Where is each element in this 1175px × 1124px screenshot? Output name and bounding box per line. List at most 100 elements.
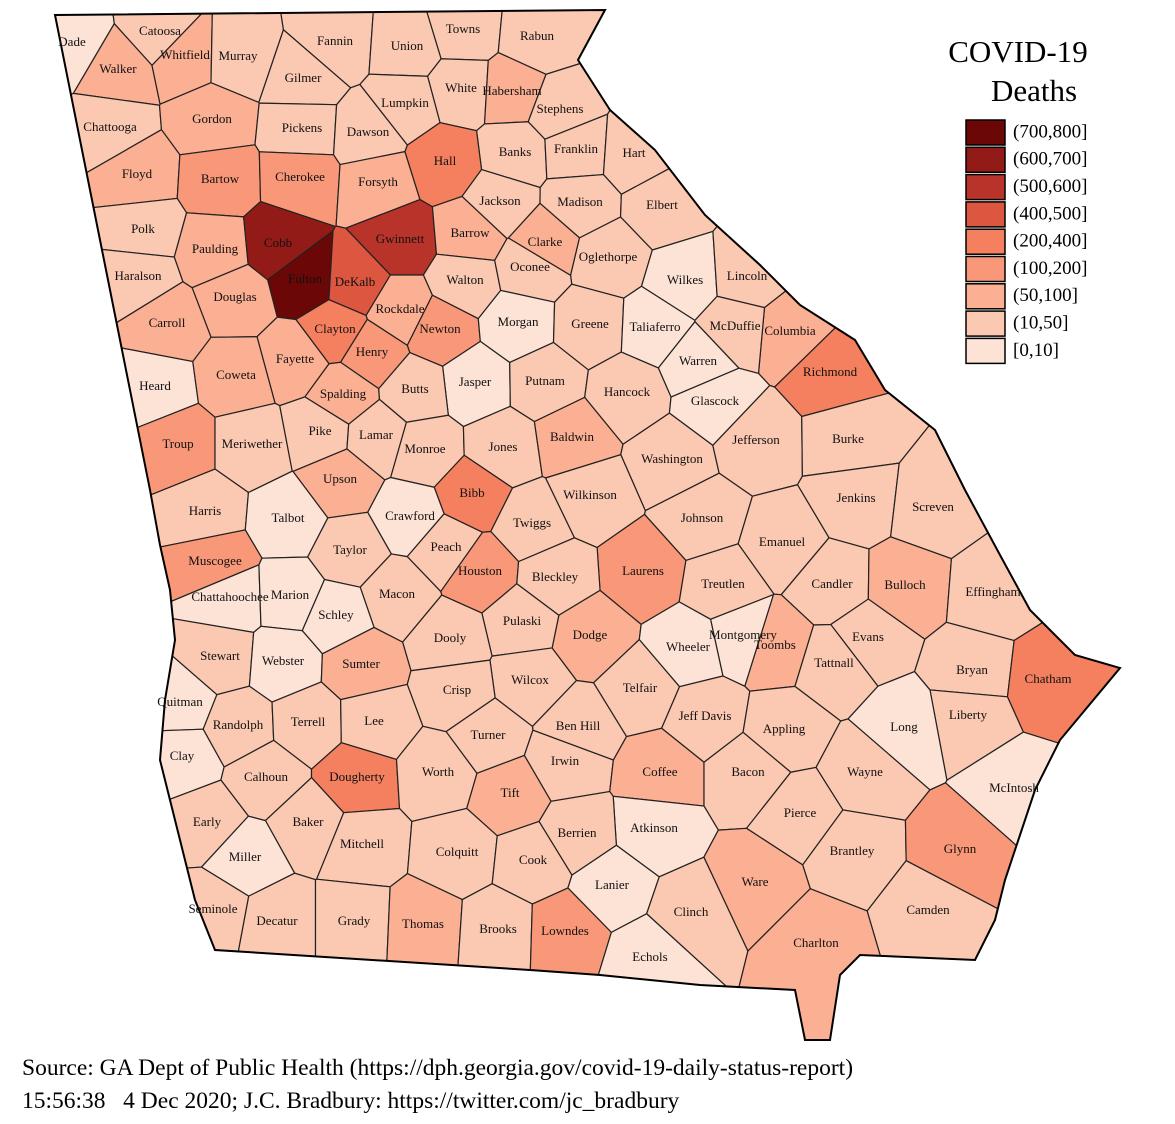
legend-swatch	[965, 173, 1006, 201]
source-line: 15:56:38 4 Dec 2020; J.C. Bradbury: http…	[22, 1088, 680, 1114]
county-label: Toombs	[754, 637, 796, 652]
counties	[53, 8, 1122, 1041]
county-label: Taylor	[333, 542, 367, 557]
county-label: Muscogee	[188, 553, 242, 568]
county-label: Coffee	[642, 764, 677, 779]
county-label: Gordon	[192, 111, 232, 126]
county-label: Lowndes	[541, 923, 589, 938]
county-label: Murray	[219, 48, 258, 63]
county-label: Pickens	[282, 120, 322, 135]
county-label: Jefferson	[732, 432, 780, 447]
county-label: Turner	[471, 727, 507, 742]
legend-swatch	[965, 146, 1006, 174]
county-label: Spalding	[320, 386, 367, 401]
county-label: Echols	[632, 949, 667, 964]
county-label: Forsyth	[358, 174, 398, 189]
county-label: Towns	[446, 21, 480, 36]
county-label: Colquitt	[436, 844, 479, 859]
county-label: Burke	[832, 431, 864, 446]
county-label: Pulaski	[503, 613, 542, 628]
county-label: Lee	[364, 713, 384, 728]
county-label: Evans	[852, 629, 884, 644]
county-label: Chattahoochee	[191, 589, 268, 604]
county-label: Emanuel	[759, 534, 806, 549]
source-line: Source: GA Dept of Public Health (https:…	[22, 1055, 853, 1081]
county-label: Twiggs	[513, 515, 551, 530]
county-label: Seminole	[188, 901, 237, 916]
county-label: Ware	[741, 874, 768, 889]
legend-swatch	[965, 201, 1006, 228]
county-label: Macon	[379, 586, 416, 601]
county-label: Tift	[500, 785, 519, 800]
county-label: Screven	[912, 499, 954, 514]
county-labels: Dade Catoosa Walker Whitfield Murray Fannin Un…	[58, 21, 1071, 964]
county-label: Clayton	[314, 321, 356, 336]
county-label: Elbert	[646, 197, 678, 212]
county-label: Meriwether	[222, 436, 283, 451]
county-label: Upson	[323, 471, 357, 486]
county-label: Morgan	[498, 314, 539, 329]
county-label: Dodge	[573, 627, 608, 642]
county-label: Jones	[489, 439, 518, 454]
county-label: Atkinson	[630, 820, 678, 835]
county-label: Laurens	[622, 563, 664, 578]
county-label: Charlton	[793, 935, 839, 950]
county-label: Cobb	[264, 235, 292, 250]
county-label: Montgomery	[709, 627, 777, 642]
legend-label: (600,700]	[1013, 149, 1087, 170]
county-label: Fulton	[288, 271, 322, 286]
county-label: Schley	[318, 607, 354, 622]
county-label: Union	[391, 38, 424, 53]
county-label: Douglas	[213, 289, 256, 304]
county-label: Gilmer	[285, 70, 322, 85]
legend-swatch	[965, 283, 1006, 310]
county-label: McIntosh	[989, 780, 1039, 795]
county-label: Oconee	[510, 259, 550, 274]
county-label: Effingham	[965, 584, 1020, 599]
county-label: Clinch	[674, 904, 709, 919]
legend: (700,800] (600,700] (500,600] (400,500] (200…	[965, 119, 1087, 365]
county-label: Dade	[58, 34, 86, 49]
county-label: Cherokee	[275, 169, 325, 184]
county-label: Randolph	[213, 717, 264, 732]
county-label: Habersham	[482, 83, 541, 98]
county-label: Decatur	[256, 913, 298, 928]
county-label: Treutlen	[701, 576, 745, 591]
county-label: Camden	[906, 902, 950, 917]
county-label: Baker	[292, 814, 324, 829]
legend-label: (200,400]	[1013, 231, 1087, 252]
county-label: Gwinnett	[376, 231, 425, 246]
title-line: COVID-19	[948, 34, 1088, 69]
county-label: Quitman	[157, 694, 203, 709]
county-label: Heard	[139, 378, 171, 393]
county-label: Hart	[622, 145, 645, 160]
county-label: Rabun	[520, 28, 554, 43]
county-label: Washington	[641, 451, 703, 466]
legend-label: (50,100]	[1013, 285, 1078, 306]
county-label: Butts	[401, 381, 428, 396]
county-label: Cook	[519, 852, 548, 867]
county-label: Berrien	[558, 825, 597, 840]
county-label: Bryan	[956, 662, 988, 677]
county-label: Baldwin	[550, 429, 595, 444]
county-label: Taliaferro	[629, 319, 680, 334]
county-label: Sumter	[342, 656, 380, 671]
county	[712, 225, 787, 309]
legend-swatch	[965, 310, 1006, 337]
county-label: Grady	[338, 913, 371, 928]
county-label: Richmond	[803, 364, 858, 379]
county-label: Glynn	[944, 841, 977, 856]
county-label: Newton	[419, 321, 461, 336]
county-label: Crawford	[385, 508, 435, 523]
county-label: Bibb	[459, 485, 484, 500]
county-label: Barrow	[451, 225, 491, 240]
county-label: Crisp	[443, 682, 471, 697]
county-label: Appling	[763, 721, 806, 736]
county-label: DeKalb	[335, 274, 375, 289]
county-label: Columbia	[764, 323, 816, 338]
county-label: Jasper	[459, 374, 492, 389]
county-label: Clarke	[528, 234, 563, 249]
legend-swatch	[965, 255, 1006, 283]
legend-swatch	[965, 337, 1006, 365]
county-label: Early	[193, 814, 222, 829]
